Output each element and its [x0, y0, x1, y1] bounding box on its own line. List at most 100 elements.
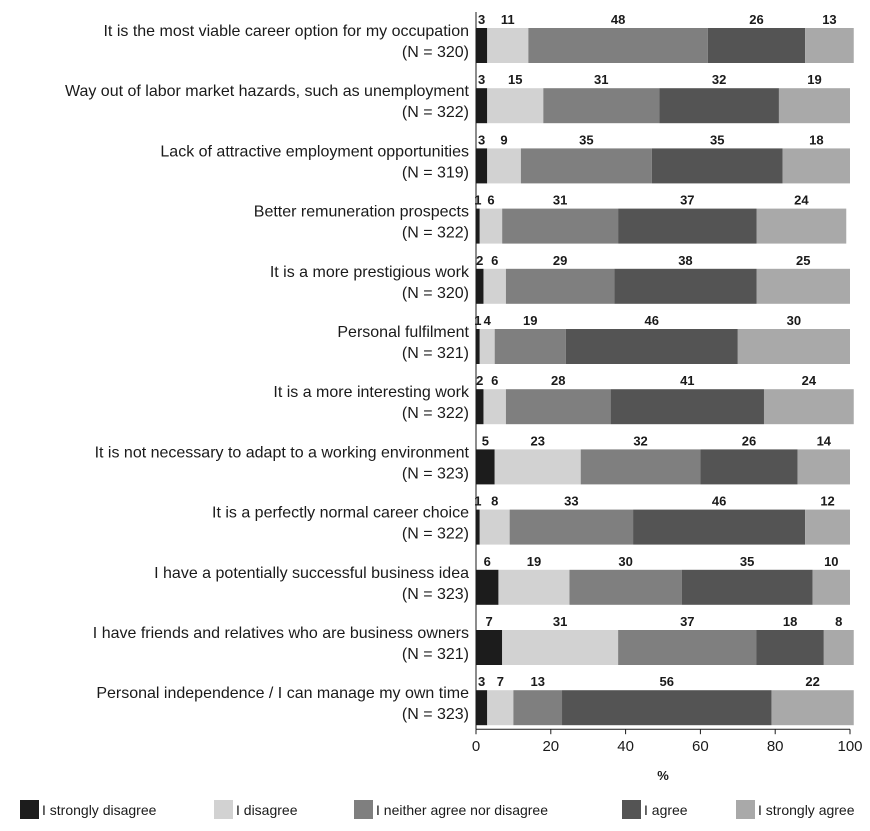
- category-n-label: (N = 322): [402, 104, 469, 121]
- value-label: 30: [618, 554, 632, 569]
- category-label: Better remuneration prospects: [254, 204, 469, 221]
- category-label: I have friends and relatives who are bus…: [93, 625, 469, 642]
- bar-segment: [565, 329, 738, 364]
- legend-swatch: [354, 800, 373, 819]
- bar-segment: [520, 148, 652, 184]
- x-tick-label: 100: [837, 738, 862, 755]
- value-label: 3: [478, 674, 485, 689]
- bar-segment: [700, 449, 798, 485]
- bar-segment: [505, 389, 611, 425]
- value-label: 3: [478, 132, 485, 147]
- value-label: 22: [805, 674, 819, 689]
- category-n-label: (N = 320): [402, 285, 469, 302]
- value-label: 35: [579, 132, 593, 147]
- value-label: 3: [478, 12, 485, 27]
- value-label: 18: [783, 614, 797, 629]
- value-label: 26: [749, 12, 763, 27]
- bar-segment: [479, 509, 510, 545]
- value-label: 14: [817, 433, 832, 448]
- value-label: 1: [474, 494, 481, 509]
- value-label: 7: [485, 614, 492, 629]
- x-axis-title: %: [657, 768, 669, 783]
- category-n-label: (N = 322): [402, 405, 469, 422]
- bar-segment: [812, 569, 850, 605]
- value-label: 2: [476, 253, 483, 268]
- bar-segment: [614, 268, 757, 304]
- category-n-label: (N = 323): [402, 706, 469, 723]
- bar-segment: [562, 690, 772, 726]
- category-n-label: (N = 323): [402, 586, 469, 603]
- legend-label: I agree: [644, 802, 688, 818]
- x-tick-label: 0: [472, 738, 480, 755]
- category-n-label: (N = 319): [402, 164, 469, 181]
- bar-segment: [487, 690, 514, 726]
- bar-segment: [502, 208, 619, 244]
- value-label: 12: [820, 494, 834, 509]
- bar-segment: [805, 509, 850, 545]
- bar-segment: [797, 449, 850, 485]
- bar-segment: [756, 630, 824, 665]
- value-label: 23: [530, 433, 544, 448]
- bar-segment: [476, 329, 480, 364]
- value-label: 13: [530, 674, 544, 689]
- value-label: 19: [527, 554, 541, 569]
- bar-segment: [782, 148, 850, 184]
- legend-label: I strongly agree: [758, 802, 855, 818]
- x-tick-label: 80: [767, 738, 784, 755]
- value-label: 29: [553, 253, 567, 268]
- bar-segment: [476, 208, 480, 244]
- value-label: 6: [487, 193, 494, 208]
- value-label: 6: [491, 373, 498, 388]
- bar-segment: [805, 28, 854, 63]
- value-label: 8: [491, 494, 498, 509]
- value-label: 26: [742, 433, 756, 448]
- value-label: 4: [484, 313, 492, 328]
- category-label: Personal independence / I can manage my …: [96, 685, 469, 702]
- bar-segment: [543, 88, 660, 124]
- bar-segment: [651, 148, 783, 184]
- category-label: Way out of labor market hazards, such as…: [65, 83, 470, 100]
- bar-segment: [659, 88, 779, 124]
- value-label: 8: [835, 614, 842, 629]
- bar-segment: [476, 148, 488, 184]
- category-label: Personal fulfilment: [337, 324, 469, 341]
- bar-segment: [763, 389, 854, 425]
- value-label: 1: [474, 193, 481, 208]
- value-label: 19: [807, 72, 821, 87]
- value-label: 9: [500, 132, 507, 147]
- bars-group: [476, 28, 854, 726]
- value-label: 46: [645, 313, 659, 328]
- value-label: 31: [553, 193, 567, 208]
- value-label: 2: [476, 373, 483, 388]
- bar-segment: [494, 329, 566, 364]
- value-label: 31: [594, 72, 608, 87]
- bar-segment: [476, 449, 495, 485]
- x-tick-label: 40: [617, 738, 634, 755]
- bar-segment: [778, 88, 850, 124]
- category-n-label: (N = 322): [402, 225, 469, 242]
- bar-segment: [479, 329, 495, 364]
- category-label: It is a more interesting work: [273, 384, 470, 401]
- value-label: 24: [802, 373, 817, 388]
- bar-segment: [494, 449, 581, 485]
- bar-segment: [502, 630, 619, 665]
- bar-segment: [756, 268, 850, 304]
- bar-segment: [569, 569, 682, 605]
- value-label: 24: [794, 193, 809, 208]
- value-label: 35: [710, 132, 724, 147]
- legend-label: I disagree: [236, 802, 298, 818]
- bar-segment: [487, 148, 521, 184]
- value-label: 31: [553, 614, 567, 629]
- category-n-label: (N = 321): [402, 646, 469, 663]
- category-label: I have a potentially successful business…: [154, 565, 469, 582]
- category-label: It is a perfectly normal career choice: [212, 505, 469, 522]
- bar-segment: [476, 268, 484, 304]
- value-label: 30: [787, 313, 801, 328]
- value-label: 56: [660, 674, 674, 689]
- category-label: It is not necessary to adapt to a workin…: [95, 444, 470, 461]
- bar-segment: [618, 630, 757, 665]
- bar-segment: [513, 690, 563, 726]
- bar-segment: [633, 509, 806, 545]
- value-label: 5: [482, 433, 489, 448]
